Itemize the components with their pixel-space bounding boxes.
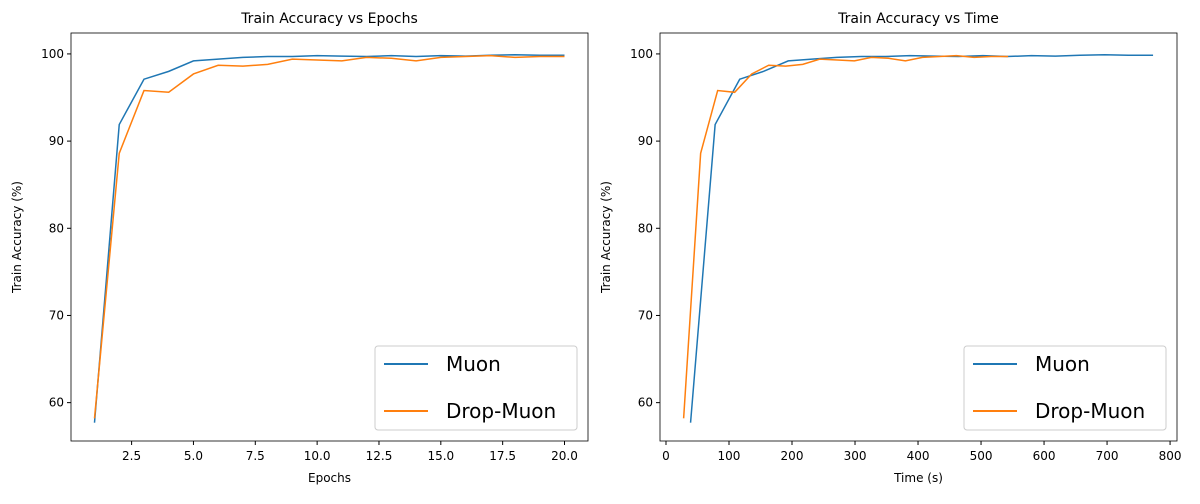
x-axis-label: Epochs [308,471,351,485]
legend-label: Muon [1035,352,1090,376]
x-tick-label: 7.5 [246,449,265,463]
axes-frame [659,32,1178,442]
y-tick-label: 100 [41,47,64,61]
x-tick-label: 400 [907,449,930,463]
data-line [689,54,1154,423]
x-tick-label: 200 [781,449,804,463]
x-tick-label: 0 [662,449,670,463]
x-tick-label: 10.0 [304,449,331,463]
x-tick-label: 20.0 [551,449,578,463]
x-tick-label: 17.5 [489,449,516,463]
chart-title: Train Accuracy vs Epochs [240,11,418,27]
legend-label: Drop-Muon [446,399,556,423]
x-tick-label: 300 [844,449,867,463]
x-tick-label: 700 [1096,449,1119,463]
y-tick-label: 60 [638,396,653,410]
x-tick-label: 2.5 [122,449,141,463]
x-tick-label: 800 [1159,449,1182,463]
y-tick-label: 80 [638,221,653,235]
data-line [93,54,565,419]
x-tick-label: 15.0 [427,449,454,463]
x-tick-label: 100 [718,449,741,463]
legend-label: Muon [446,352,501,376]
axes-frame [70,32,589,442]
legend-box [963,345,1167,431]
x-tick-label: 600 [1033,449,1056,463]
x-tick-label: 5.0 [184,449,203,463]
data-line [682,54,1009,419]
y-tick-label: 90 [638,134,653,148]
x-axis-label: Time (s) [893,471,943,485]
y-axis-label: Train Accuracy (%) [599,181,613,294]
y-tick-label: 70 [49,308,64,322]
chart-title: Train Accuracy vs Time [837,11,999,27]
legend-box [374,345,578,431]
legend-label: Drop-Muon [1035,399,1145,423]
y-tick-label: 80 [49,221,64,235]
y-tick-label: 70 [638,308,653,322]
x-tick-label: 500 [970,449,993,463]
y-tick-label: 90 [49,134,64,148]
y-axis-label: Train Accuracy (%) [10,181,24,294]
x-tick-label: 12.5 [366,449,393,463]
y-tick-label: 60 [49,396,64,410]
y-tick-label: 100 [630,47,653,61]
